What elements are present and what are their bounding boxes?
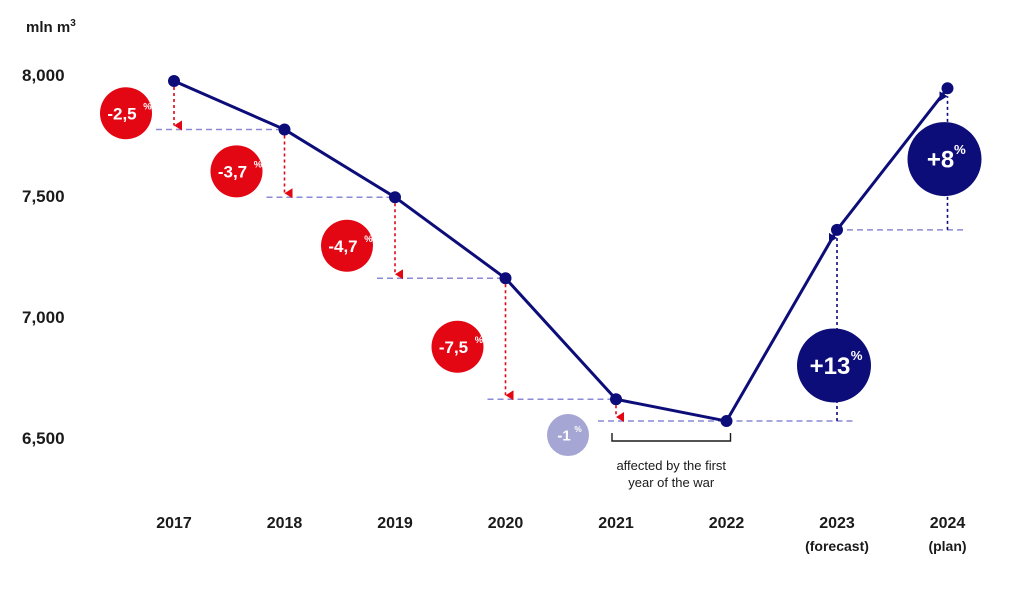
data-point [499, 272, 512, 285]
y-axis-unit: mln m3 [26, 18, 76, 36]
x-tick-sublabel: (forecast) [805, 538, 869, 554]
x-tick-label: 2024 [930, 515, 966, 532]
change-label: +13 [810, 353, 851, 380]
change-bubble [321, 219, 373, 272]
change-bubble [547, 414, 589, 457]
x-tick-label: 2021 [598, 515, 634, 532]
series-line [168, 75, 954, 428]
data-point [168, 75, 180, 88]
x-tick-label: 2020 [488, 515, 524, 532]
change-bubble [907, 122, 982, 197]
change-percent: % [475, 335, 484, 345]
series-path [173, 79, 949, 423]
y-tick-label: 8,000 [22, 66, 65, 85]
change-bubble [797, 328, 871, 403]
annotation-line-2: year of the war [628, 475, 715, 490]
data-point [831, 223, 843, 236]
change-label: -1 [557, 427, 570, 444]
change-percent: % [364, 234, 373, 244]
data-point [610, 393, 622, 406]
x-tick-label: 2018 [267, 515, 303, 532]
x-tick-sublabel: (plan) [928, 538, 966, 554]
y-axis: 8,000 7,500 7,000 6,500 [22, 66, 65, 448]
change-percent: % [954, 142, 966, 157]
annotation-bracket [611, 433, 732, 442]
change-label: -7,5 [439, 338, 468, 357]
data-point [389, 191, 401, 204]
change-bubble [431, 320, 484, 373]
x-tick-label: 2022 [709, 515, 745, 532]
change-percent: % [143, 102, 152, 112]
change-percent: % [254, 160, 263, 170]
change-percent: % [574, 425, 582, 434]
data-point [720, 415, 733, 428]
data-point [941, 82, 954, 95]
war-annotation: affected by the first year of the war [611, 433, 732, 490]
x-axis: 2017 2018 2019 2020 2021 2022 2023 (forecast) 20… [156, 515, 966, 554]
y-tick-label: 6,500 [22, 429, 65, 448]
annotation-line-1: affected by the first [616, 458, 726, 473]
change-percent: % [851, 348, 863, 363]
change-bubble [210, 145, 263, 198]
x-tick-label: 2019 [377, 515, 413, 532]
y-tick-label: 7,000 [22, 308, 65, 327]
change-label: -2,5 [107, 104, 136, 123]
change-label: +8 [927, 147, 954, 174]
x-tick-label: 2023 [819, 515, 855, 532]
change-label: -4,7 [328, 237, 357, 256]
change-label: -3,7 [218, 162, 247, 181]
data-point [278, 123, 291, 136]
y-tick-label: 7,500 [22, 187, 65, 206]
change-bubbles: -2,5 %-3,7 %-4,7 %-7,5 %-1 %+13 %+8% [100, 87, 982, 457]
x-tick-label: 2017 [156, 515, 192, 532]
change-bubble [100, 87, 152, 140]
